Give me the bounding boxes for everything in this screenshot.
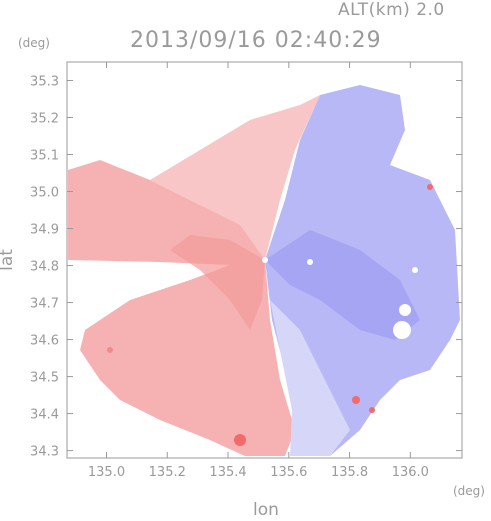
toward-north (150, 95, 320, 260)
y-unit-label: (deg) (18, 36, 50, 50)
timestamp-title: 2013/09/16 02:40:29 (130, 28, 382, 53)
velocity-field (68, 85, 460, 456)
toward-core (170, 235, 265, 330)
toward-region (68, 160, 295, 456)
y-tick-label: 34.7 (30, 297, 59, 312)
away-south (270, 300, 350, 456)
y-tick-label: 35.2 (30, 112, 59, 127)
y-tick-label: 34.5 (30, 371, 59, 386)
plot-frame: 135.0 135.2 135.4 135.6 135.8 136.0 34.3 34.4 34… (30, 61, 463, 480)
y-tick-label: 34.4 (30, 408, 59, 423)
x-tick-label: 135.2 (149, 465, 186, 480)
x-tick-label: 135.0 (88, 465, 125, 480)
altitude-label: ALT(km) 2.0 (338, 0, 445, 20)
y-tick-label: 35.0 (30, 186, 59, 201)
x-tick-label: 135.6 (270, 465, 307, 480)
x-axis-label: lon (253, 500, 279, 520)
y-tick-label: 34.6 (30, 334, 59, 349)
y-tick-label: 34.3 (30, 445, 59, 460)
y-tick-label: 35.1 (30, 149, 59, 164)
y-tick-label: 34.9 (30, 223, 59, 238)
x-tick-label: 135.4 (209, 465, 246, 480)
y-tick-label: 34.8 (30, 260, 59, 275)
x-unit-label: (deg) (453, 484, 485, 498)
x-tick-label: 136.0 (392, 465, 429, 480)
plot-border (66, 61, 463, 459)
away-core (265, 230, 420, 340)
x-tick-label: 135.8 (331, 465, 368, 480)
y-tick-label: 35.3 (30, 75, 59, 90)
